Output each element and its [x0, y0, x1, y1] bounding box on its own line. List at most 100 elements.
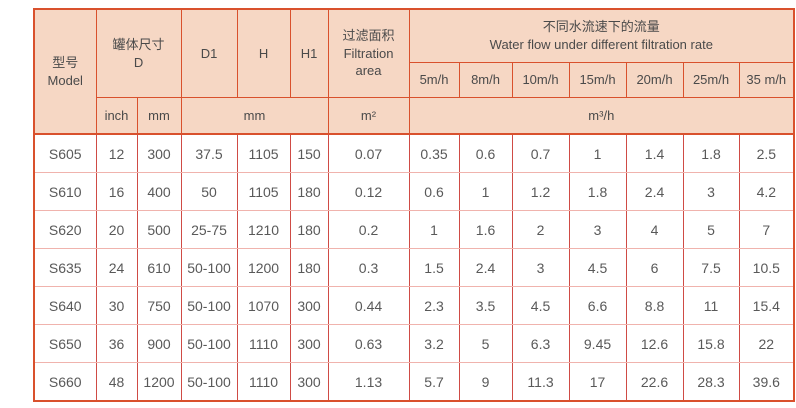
area-cell: 0.63	[327, 324, 410, 363]
h-cell: 1110	[236, 324, 291, 363]
tank-size-label-cn: 罐体尺寸	[112, 36, 165, 52]
tank-inch-cell: 48	[95, 362, 138, 402]
flow-cell-8: 0.6	[458, 133, 513, 173]
flow-cell-15: 1.8	[568, 172, 627, 211]
h1-cell: 150	[289, 133, 329, 173]
d1-cell: 37.5	[180, 133, 238, 173]
table-row: S635 24 610 50-100 1200 180 0.3 1.5 2.4 3 4.5 6 7.5 1…	[33, 248, 795, 287]
d1-cell: 25-75	[180, 210, 238, 249]
tank-mm-cell: 610	[136, 248, 182, 287]
flow-cell-35: 4.2	[738, 172, 795, 211]
area-cell: 1.13	[327, 362, 410, 402]
header-cell-unit-mm: mm	[136, 97, 182, 135]
flow-cell-35: 2.5	[738, 133, 795, 173]
table-row: S605 12 300 37.5 1105 150 0.07 0.35 0.6 0.7 1 1.4 1.…	[33, 133, 795, 173]
flow-cell-8: 1.6	[458, 210, 513, 249]
flow-cell-25: 5	[682, 210, 740, 249]
tank-mm-cell: 400	[136, 172, 182, 211]
table-row: S620 20 500 25-75 1210 180 0.2 1 1.6 2 3 4 5 7	[33, 210, 795, 249]
h1-cell: 180	[289, 210, 329, 249]
tank-inch-cell: 20	[95, 210, 138, 249]
h1-cell: 300	[289, 324, 329, 363]
header-cell-rate-25: 25m/h	[682, 62, 740, 98]
flow-cell-10: 3	[511, 248, 570, 287]
model-cell: S650	[33, 324, 97, 363]
table-body: S605 12 300 37.5 1105 150 0.07 0.35 0.6 0.7 1 1.4 1.…	[33, 133, 795, 402]
flow-cell-15: 4.5	[568, 248, 627, 287]
h1-cell: 300	[289, 362, 329, 402]
water-flow-label-cn: 不同水流速下的流量	[542, 19, 660, 35]
h-cell: 1210	[236, 210, 291, 249]
tank-inch-cell: 36	[95, 324, 138, 363]
filtration-label-cn: 过滤面积	[342, 28, 395, 44]
tank-mm-cell: 1200	[136, 362, 182, 402]
header-row-3: inch mm mm m² m³/h	[34, 97, 795, 135]
model-cell: S620	[33, 210, 97, 249]
flow-cell-25: 28.3	[682, 362, 740, 402]
table-row: S650 36 900 50-100 1110 300 0.63 3.2 5 6.3 9.45 12.…	[33, 324, 795, 363]
flow-cell-5: 2.3	[408, 286, 460, 325]
flow-cell-8: 9	[458, 362, 513, 402]
flow-cell-8: 3.5	[458, 286, 513, 325]
flow-cell-5: 3.2	[408, 324, 460, 363]
h1-cell: 180	[289, 172, 329, 211]
table-header: 型号 Model 罐体尺寸 D D1 H H1 过滤面积 Filtration …	[33, 8, 795, 135]
area-cell: 0.07	[327, 133, 410, 173]
model-label-cn: 型号	[52, 54, 79, 70]
flow-cell-20: 6	[625, 248, 684, 287]
flow-cell-35: 7	[738, 210, 795, 249]
flow-cell-15: 3	[568, 210, 627, 249]
header-cell-rate-8: 8m/h	[458, 62, 513, 98]
flow-cell-10: 11.3	[511, 362, 570, 402]
flow-cell-10: 6.3	[511, 324, 570, 363]
area-cell: 0.44	[327, 286, 410, 325]
d1-cell: 50-100	[180, 324, 238, 363]
header-row-2: 5m/h 8m/h 10m/h 15m/h 20m/h 25m/h 35 m/h	[34, 62, 795, 98]
flow-cell-35: 10.5	[738, 248, 795, 287]
flow-cell-35: 39.6	[738, 362, 795, 402]
filter-spec-table: 型号 Model 罐体尺寸 D D1 H H1 过滤面积 Filtration …	[33, 8, 796, 402]
tank-size-label-en: D	[133, 54, 144, 70]
model-cell: S660	[33, 362, 97, 402]
flow-cell-15: 17	[568, 362, 627, 402]
tank-mm-cell: 500	[136, 210, 182, 249]
header-cell-unit-m3h: m³/h	[408, 97, 795, 135]
d1-cell: 50-100	[180, 286, 238, 325]
flow-cell-5: 0.6	[408, 172, 460, 211]
h-cell: 1105	[236, 172, 291, 211]
flow-cell-15: 9.45	[568, 324, 627, 363]
flow-cell-5: 1.5	[408, 248, 460, 287]
header-cell-unit-inch: inch	[95, 97, 138, 135]
h-cell: 1105	[236, 133, 291, 173]
model-label-en: Model	[47, 72, 83, 88]
header-cell-unit-mm-group: mm	[180, 97, 329, 135]
flow-cell-25: 7.5	[682, 248, 740, 287]
header-cell-unit-m2: m²	[327, 97, 410, 135]
filtration-label-en: Filtration area	[343, 45, 394, 79]
h1-cell: 300	[289, 286, 329, 325]
header-cell-water-flow: 不同水流速下的流量 Water flow under different fil…	[408, 8, 795, 63]
header-cell-h: H	[236, 8, 291, 98]
d1-cell: 50-100	[180, 362, 238, 402]
flow-cell-20: 22.6	[625, 362, 684, 402]
tank-mm-cell: 900	[136, 324, 182, 363]
model-cell: S610	[33, 172, 97, 211]
flow-cell-35: 22	[738, 324, 795, 363]
flow-cell-10: 4.5	[511, 286, 570, 325]
flow-cell-5: 5.7	[408, 362, 460, 402]
header-cell-rate-5: 5m/h	[408, 62, 460, 98]
flow-cell-20: 12.6	[625, 324, 684, 363]
header-cell-rate-20: 20m/h	[625, 62, 684, 98]
header-cell-d1: D1	[180, 8, 238, 98]
h-cell: 1200	[236, 248, 291, 287]
flow-cell-8: 5	[458, 324, 513, 363]
tank-mm-cell: 750	[136, 286, 182, 325]
flow-cell-10: 0.7	[511, 133, 570, 173]
h1-cell: 180	[289, 248, 329, 287]
d1-cell: 50-100	[180, 248, 238, 287]
area-cell: 0.12	[327, 172, 410, 211]
flow-cell-15: 6.6	[568, 286, 627, 325]
header-cell-rate-10: 10m/h	[511, 62, 570, 98]
table-row: S660 48 1200 50-100 1110 300 1.13 5.7 9 11.3 17 22.…	[33, 362, 795, 402]
